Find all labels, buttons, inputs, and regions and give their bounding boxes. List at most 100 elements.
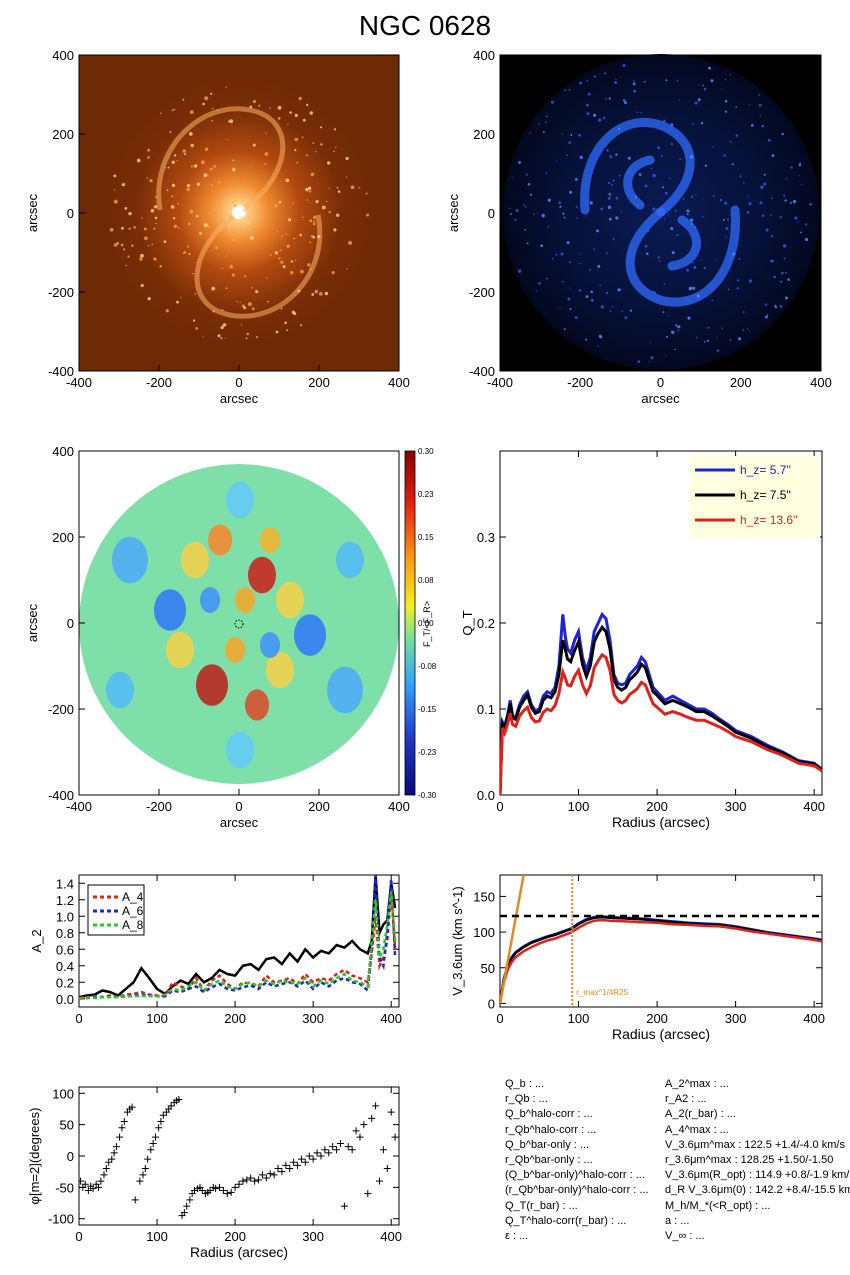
colorbar-tick-label: -0.23 <box>418 748 437 757</box>
residual-source <box>785 178 787 180</box>
hii-region <box>345 156 349 161</box>
residual-source <box>593 113 597 117</box>
colorbar-tick-label: 0.08 <box>418 576 434 585</box>
y-tick-label: 0.0 <box>56 992 74 1007</box>
hii-region <box>225 217 229 221</box>
residual-source <box>748 331 751 333</box>
hii-region <box>247 221 251 225</box>
residual-source <box>657 146 661 150</box>
force-map-center-marker <box>234 619 244 629</box>
hii-region <box>310 172 315 177</box>
hii-region <box>247 210 249 212</box>
residual-source <box>715 259 717 261</box>
hii-region <box>312 222 316 226</box>
residual-source <box>606 149 609 152</box>
residual-source <box>690 218 694 222</box>
residual-source <box>609 217 612 221</box>
residual-source <box>570 134 573 136</box>
residual-source <box>746 328 748 330</box>
hii-region <box>333 150 335 152</box>
phase-point <box>255 1176 263 1184</box>
residual-source <box>770 197 773 200</box>
hii-region <box>324 291 329 296</box>
residual-source <box>694 101 698 105</box>
residual-source <box>645 252 649 255</box>
x-tick-label: 200 <box>224 1229 246 1244</box>
residual-source <box>712 146 714 148</box>
hii-region <box>306 103 309 107</box>
phase-point <box>144 1155 152 1163</box>
residual-source <box>545 121 547 123</box>
residual-source <box>535 290 537 292</box>
residual-source <box>540 244 544 248</box>
hii-region <box>176 159 178 162</box>
y-tick-label: 0.6 <box>56 942 74 957</box>
residual-source <box>682 198 685 200</box>
y-tick-label: 0.2 <box>56 975 74 990</box>
hii-region <box>318 292 323 296</box>
phase-point <box>206 1187 214 1194</box>
y-tick-label: 0.4 <box>56 959 74 974</box>
phase-point <box>387 1108 395 1116</box>
hii-region <box>210 184 213 187</box>
hii-region <box>192 319 196 322</box>
residual-source <box>716 337 718 339</box>
residual-source <box>692 123 694 125</box>
hii-region <box>280 307 283 310</box>
residual-source <box>693 265 697 269</box>
residual-source <box>787 278 790 281</box>
qt-legend: h_z= 5.7'' h_z= 7.5'' h_z= 13.6'' <box>690 456 820 538</box>
residual-source <box>676 234 679 237</box>
phase-point <box>333 1146 341 1154</box>
x-tick-label: 100 <box>146 1229 168 1244</box>
residual-source <box>783 194 786 197</box>
residual-source <box>584 206 586 208</box>
hii-region <box>309 241 312 244</box>
hii-region <box>255 290 259 294</box>
residual-source <box>678 99 681 102</box>
y-tick-label: 0.0 <box>477 788 495 803</box>
residual-source <box>645 229 650 233</box>
residual-source <box>566 154 568 156</box>
residual-source <box>784 199 787 202</box>
x-tick-label: -200 <box>146 375 172 390</box>
residual-source <box>609 310 612 312</box>
residual-source <box>637 360 641 363</box>
residual-source <box>575 205 578 208</box>
force-map-blob <box>112 536 148 584</box>
phase-point <box>100 1171 108 1179</box>
hii-region <box>208 212 211 215</box>
hii-region <box>148 245 150 247</box>
hii-region <box>204 147 209 151</box>
residual-source <box>518 269 522 273</box>
residual-source <box>695 233 699 237</box>
residual-source <box>605 252 608 255</box>
residual-source <box>526 242 529 245</box>
hii-region <box>121 226 124 230</box>
y-tick-label: 150 <box>473 889 495 904</box>
hii-region <box>236 300 238 303</box>
residual-source <box>730 74 732 76</box>
residual-source <box>619 175 621 177</box>
residual-source <box>799 231 802 234</box>
hii-region <box>328 210 331 214</box>
hii-region <box>153 205 158 209</box>
phase-point <box>102 1165 110 1173</box>
residual-source <box>617 288 621 292</box>
hii-region <box>252 143 256 147</box>
residual-source <box>762 214 765 217</box>
hii-region <box>196 261 199 263</box>
phase-point <box>356 1133 364 1141</box>
colorbar-tick-label: 0.15 <box>418 533 434 542</box>
residual-source <box>578 133 581 137</box>
phase-point <box>95 1183 103 1191</box>
hii-region <box>211 286 216 291</box>
hii-region <box>122 248 126 251</box>
hii-region <box>298 96 302 101</box>
hii-region <box>227 225 230 228</box>
hii-region <box>120 243 124 247</box>
residual-source <box>732 210 735 213</box>
hii-region <box>350 185 355 190</box>
hii-region <box>173 154 177 157</box>
hii-region <box>285 178 290 183</box>
